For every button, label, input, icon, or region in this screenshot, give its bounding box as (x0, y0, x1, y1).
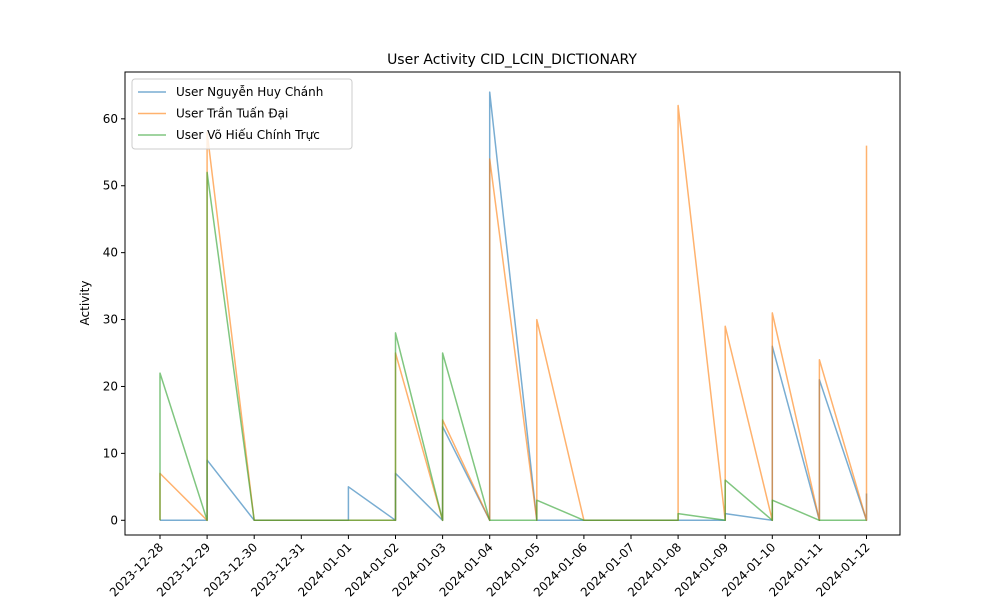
y-tick-label-1: 10 (103, 446, 118, 460)
legend-box (131, 78, 353, 150)
legend-label-1: User Trần Tuấn Đại (176, 107, 288, 121)
y-tick-label-6: 60 (103, 112, 118, 126)
series-line-1 (159, 104, 868, 522)
y-tick-label-3: 30 (103, 313, 118, 327)
legend-label-0: User Nguyễn Huy Chánh (176, 85, 323, 99)
series-line-2 (159, 171, 867, 522)
y-tick-label-0: 0 (110, 513, 118, 527)
legend: User Nguyễn Huy Chánh User Trần Tuấn Đại U… (131, 78, 353, 150)
legend-label-2: User Võ Hiếu Chính Trực (176, 128, 320, 142)
y-tick-label-2: 20 (103, 379, 118, 393)
series-layer (159, 91, 868, 522)
plot-frame (124, 71, 901, 536)
chart-title: User Activity CID_LCIN_DICTIONARY (387, 52, 637, 68)
y-tick-label-5: 50 (103, 179, 118, 193)
y-axis-label: Activity (78, 281, 92, 326)
y-tick-label-4: 40 (103, 246, 118, 260)
